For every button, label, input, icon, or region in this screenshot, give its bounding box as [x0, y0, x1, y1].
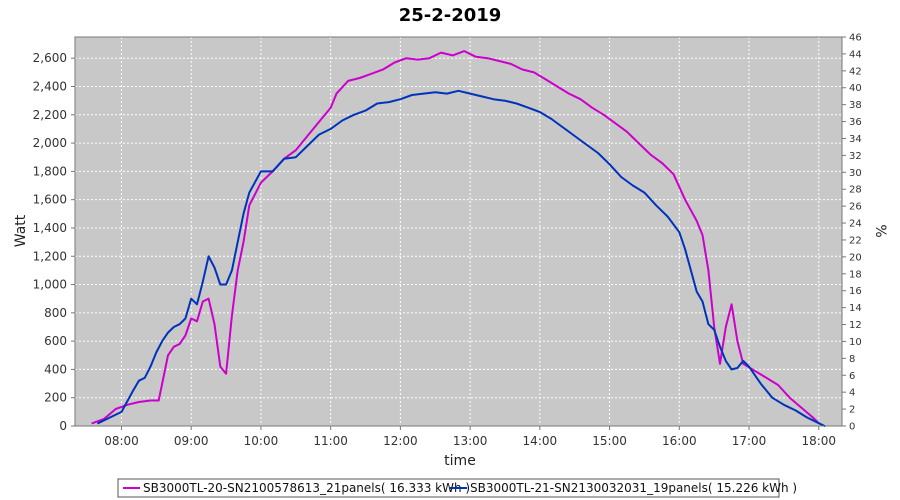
y-tick-label: 0 — [59, 419, 67, 433]
y2-tick-label: 24 — [849, 219, 862, 230]
y-tick-label: 1,400 — [33, 221, 67, 235]
y-axis-left: 0 200 400 600 800 1,000 1,200 1,400 1,600 1,800 2,… — [33, 51, 75, 433]
x-axis: 08:00 09:00 10:00 11:00 12:00 13:00 14:00 15:00… — [104, 426, 836, 448]
y2-tick-label: 20 — [849, 252, 862, 263]
x-tick-label: 10:00 — [244, 434, 279, 448]
y-tick-label: 1,600 — [33, 193, 67, 207]
y2-tick-label: 2 — [849, 405, 855, 416]
x-tick-label: 17:00 — [732, 434, 767, 448]
y-tick-label: 600 — [44, 334, 67, 348]
legend-box — [117, 478, 780, 498]
x-tick-label: 15:00 — [592, 434, 627, 448]
y2-tick-label: 26 — [849, 202, 862, 213]
series-lines — [91, 50, 826, 427]
y2-tick-label: 22 — [849, 235, 862, 246]
y2-tick-label: 4 — [849, 388, 855, 399]
y-tick-label: 1,200 — [33, 249, 67, 263]
series-line-1 — [91, 50, 820, 425]
x-tick-label: 14:00 — [523, 434, 558, 448]
legend: SB3000TL-20-SN2100578613_21panels( 16.33… — [117, 478, 797, 498]
y2-tick-label: 18 — [849, 269, 862, 280]
x-tick-label: 09:00 — [174, 434, 209, 448]
y2-tick-label: 10 — [849, 337, 862, 348]
y2-tick-label: 28 — [849, 185, 862, 196]
y-tick-label: 2,000 — [33, 136, 67, 150]
grid-lines — [75, 37, 842, 427]
y2-tick-label: 16 — [849, 286, 862, 297]
y2-tick-label: 32 — [849, 151, 862, 162]
x-tick-label: 12:00 — [383, 434, 418, 448]
y-tick-label: 400 — [44, 362, 67, 376]
y2-tick-label: 40 — [849, 83, 862, 94]
plot-frame — [74, 36, 843, 427]
y2-tick-label: 6 — [849, 371, 855, 382]
y2-tick-label: 8 — [849, 354, 855, 365]
y-tick-label: 2,200 — [33, 108, 67, 122]
x-tick-label: 11:00 — [313, 434, 348, 448]
legend-entry-series-2: SB3000TL-21-SN2130032031_19panels( 15.22… — [470, 481, 797, 495]
y2-axis-label: % — [872, 224, 888, 237]
legend-entry-series-1: SB3000TL-20-SN2100578613_21panels( 16.33… — [143, 481, 470, 495]
y2-tick-label: 46 — [849, 33, 862, 44]
y-tick-label: 2,400 — [33, 80, 67, 94]
y2-tick-label: 14 — [849, 303, 862, 314]
y-tick-label: 200 — [44, 391, 67, 405]
plot-area — [75, 37, 842, 426]
y-tick-label: 800 — [44, 306, 67, 320]
series-line-2 — [97, 89, 826, 427]
y2-tick-label: 0 — [849, 422, 855, 433]
x-tick-label: 18:00 — [801, 434, 836, 448]
y2-tick-label: 34 — [849, 134, 862, 145]
y-axis-label: Watt — [13, 214, 29, 247]
x-tick-label: 13:00 — [453, 434, 488, 448]
y2-tick-label: 44 — [849, 49, 862, 60]
x-axis-label: time — [444, 453, 476, 469]
y2-tick-label: 42 — [849, 66, 862, 77]
y2-tick-label: 30 — [849, 168, 862, 179]
x-tick-label: 16:00 — [662, 434, 697, 448]
y-tick-label: 1,000 — [33, 278, 67, 292]
x-tick-label: 08:00 — [104, 434, 139, 448]
y2-tick-label: 12 — [849, 320, 862, 331]
y2-tick-label: 38 — [849, 100, 862, 111]
y-axis-right: 0246810121416182022242628303234363840424… — [842, 33, 862, 433]
chart-title: 25-2-2019 — [399, 5, 502, 26]
y-tick-label: 2,600 — [33, 51, 67, 65]
y2-tick-label: 36 — [849, 117, 862, 128]
y-tick-label: 1,800 — [33, 164, 67, 178]
